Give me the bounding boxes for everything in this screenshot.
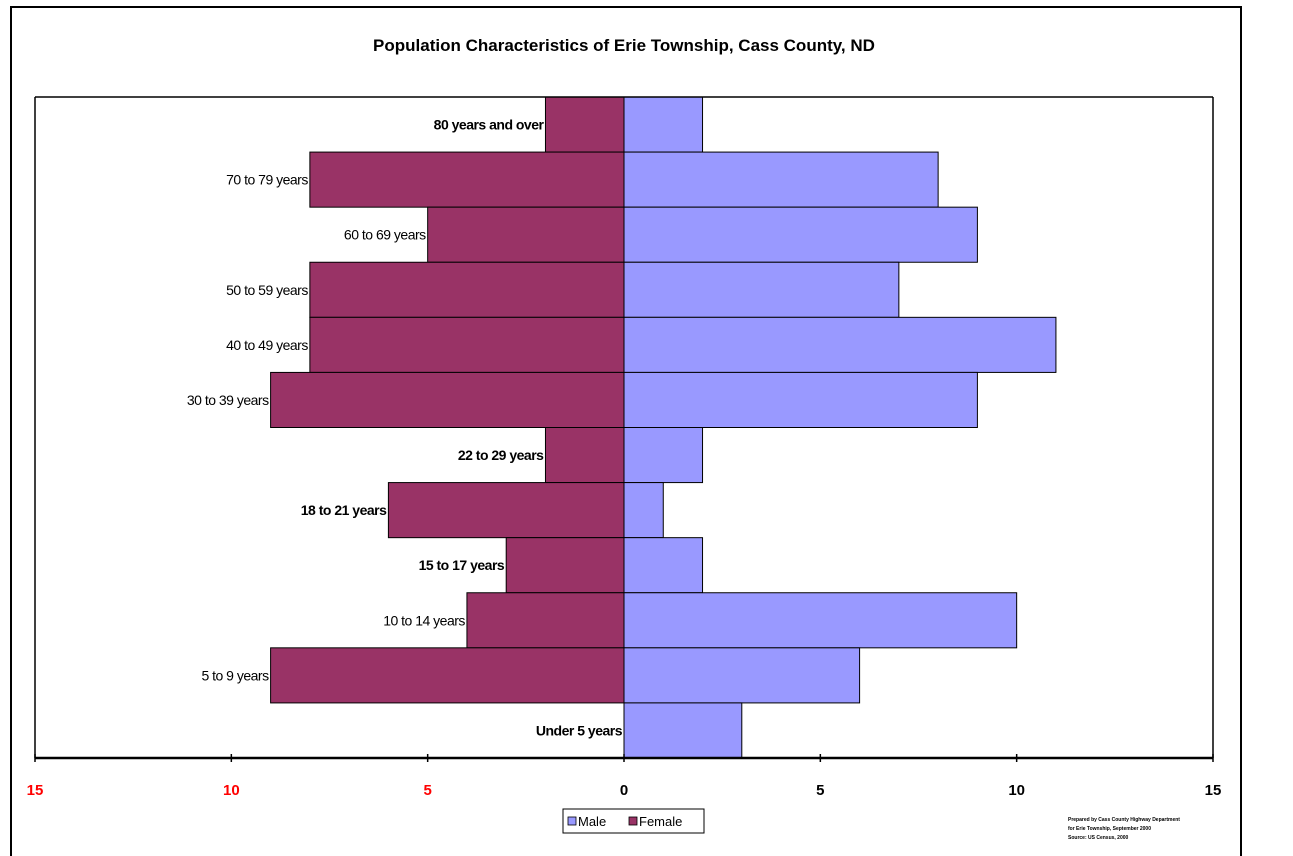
axes-group <box>34 96 1214 762</box>
x-tick-label: 15 <box>27 782 44 799</box>
male-bar <box>623 427 704 484</box>
chart-title: Population Characteristics of Erie Towns… <box>373 36 875 55</box>
female-bar <box>309 151 625 208</box>
female-bar <box>544 96 625 153</box>
credit-line-1: Prepared by Cass County Highway Departme… <box>1068 817 1180 823</box>
credit-line-3: Source: US Census, 2000 <box>1068 835 1129 841</box>
legend-male-swatch <box>567 816 577 826</box>
female-bar <box>427 206 625 263</box>
female-bar <box>270 371 625 428</box>
category-label: 18 to 21 years <box>301 502 387 518</box>
x-tick-label: 15 <box>1205 782 1222 799</box>
legend-female-swatch <box>628 816 638 826</box>
category-label: 10 to 14 years <box>383 612 465 628</box>
x-tick-label: 0 <box>620 782 628 799</box>
male-bar <box>623 371 978 428</box>
category-label: Under 5 years <box>536 722 623 738</box>
credit-note: Prepared by Cass County Highway Departme… <box>1068 817 1180 841</box>
female-bar <box>270 647 625 704</box>
female-bar <box>544 427 625 484</box>
female-bar <box>309 316 625 373</box>
female-bar <box>505 537 625 594</box>
male-bar <box>623 482 664 539</box>
male-bar <box>623 592 1018 649</box>
category-labels: 80 years and over 70 to 79 years 60 to 69 … <box>187 117 623 739</box>
male-bar <box>623 702 743 759</box>
x-tick-label: 5 <box>816 782 824 799</box>
male-bar <box>623 261 900 318</box>
female-bar <box>466 592 625 649</box>
x-tick-label: 10 <box>223 782 240 799</box>
legend-male-label: Male <box>578 814 606 829</box>
female-bar <box>387 482 625 539</box>
x-tick-label: 10 <box>1008 782 1025 799</box>
male-bar <box>623 96 704 153</box>
category-label: 70 to 79 years <box>226 172 308 188</box>
category-label: 22 to 29 years <box>458 447 544 463</box>
legend-female-label: Female <box>639 814 682 829</box>
x-tick-labels: 15 10 5 0 5 10 15 <box>27 782 1222 799</box>
legend: Male Female <box>562 808 705 834</box>
category-label: 15 to 17 years <box>419 557 505 573</box>
category-label: 40 to 49 years <box>226 337 308 353</box>
category-label: 60 to 69 years <box>344 227 426 243</box>
chart-frame <box>10 6 1242 856</box>
male-bar <box>623 206 978 263</box>
category-label: 30 to 39 years <box>187 392 269 408</box>
male-bar <box>623 537 704 594</box>
male-bar <box>623 316 1057 373</box>
bars-group <box>270 96 1057 759</box>
category-label: 5 to 9 years <box>201 667 269 683</box>
category-label: 80 years and over <box>434 117 545 133</box>
x-tick-label: 5 <box>423 782 431 799</box>
male-bar <box>623 151 939 208</box>
category-label: 50 to 59 years <box>226 282 308 298</box>
male-bar <box>623 647 861 704</box>
female-bar <box>309 261 625 318</box>
credit-line-2: for Erie Township, September 2000 <box>1068 826 1151 832</box>
